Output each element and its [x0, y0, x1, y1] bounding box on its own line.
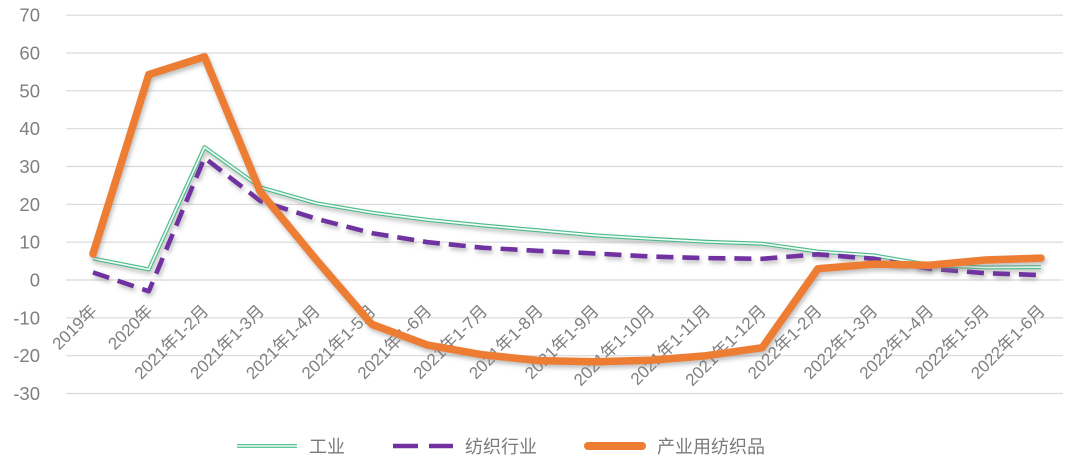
y-tick-label: -10: [13, 307, 40, 328]
y-tick-label: 70: [19, 5, 40, 26]
legend-marker-thin-double: [237, 444, 297, 448]
legend-marker-thick-solid: [584, 442, 646, 450]
legend-label: 纺织行业: [465, 437, 537, 457]
legend-item-产业用纺织品: 产业用纺织品: [583, 433, 765, 459]
y-axis-labels: 70 60 50 40 30 20 10 0 -10 -20 -30: [13, 5, 40, 404]
legend-item-纺织行业: 纺织行业: [391, 433, 537, 459]
x-tick-label: 2020年: [104, 301, 156, 353]
series-line-工业: [92, 145, 1042, 272]
y-tick-label: 20: [19, 194, 40, 215]
series-line-纺织行业: [92, 155, 1042, 294]
x-axis-labels: 2019年 2020年2021年1-2月2021年1-3月2021年1-4月202…: [49, 301, 1049, 389]
y-tick-label: 0: [30, 270, 40, 291]
chart-legend: 工业 纺织行业 产业用纺织品: [0, 433, 1040, 459]
y-tick-label: -30: [13, 383, 40, 404]
y-tick-label: 60: [19, 43, 40, 64]
x-tick-label: 2019年: [49, 301, 101, 353]
gridlines: [66, 14, 1063, 395]
y-tick-label: -20: [13, 345, 40, 366]
legend-marker-dashed: [393, 443, 453, 449]
y-tick-label: 40: [19, 118, 40, 139]
legend-label: 产业用纺织品: [657, 437, 765, 457]
y-tick-label: 10: [19, 232, 40, 253]
legend-item-工业: 工业: [235, 433, 345, 459]
legend-label: 工业: [309, 437, 345, 457]
y-tick-label: 30: [19, 156, 40, 177]
series-line-产业用纺织品: [89, 53, 1045, 366]
y-tick-label: 50: [19, 80, 40, 101]
